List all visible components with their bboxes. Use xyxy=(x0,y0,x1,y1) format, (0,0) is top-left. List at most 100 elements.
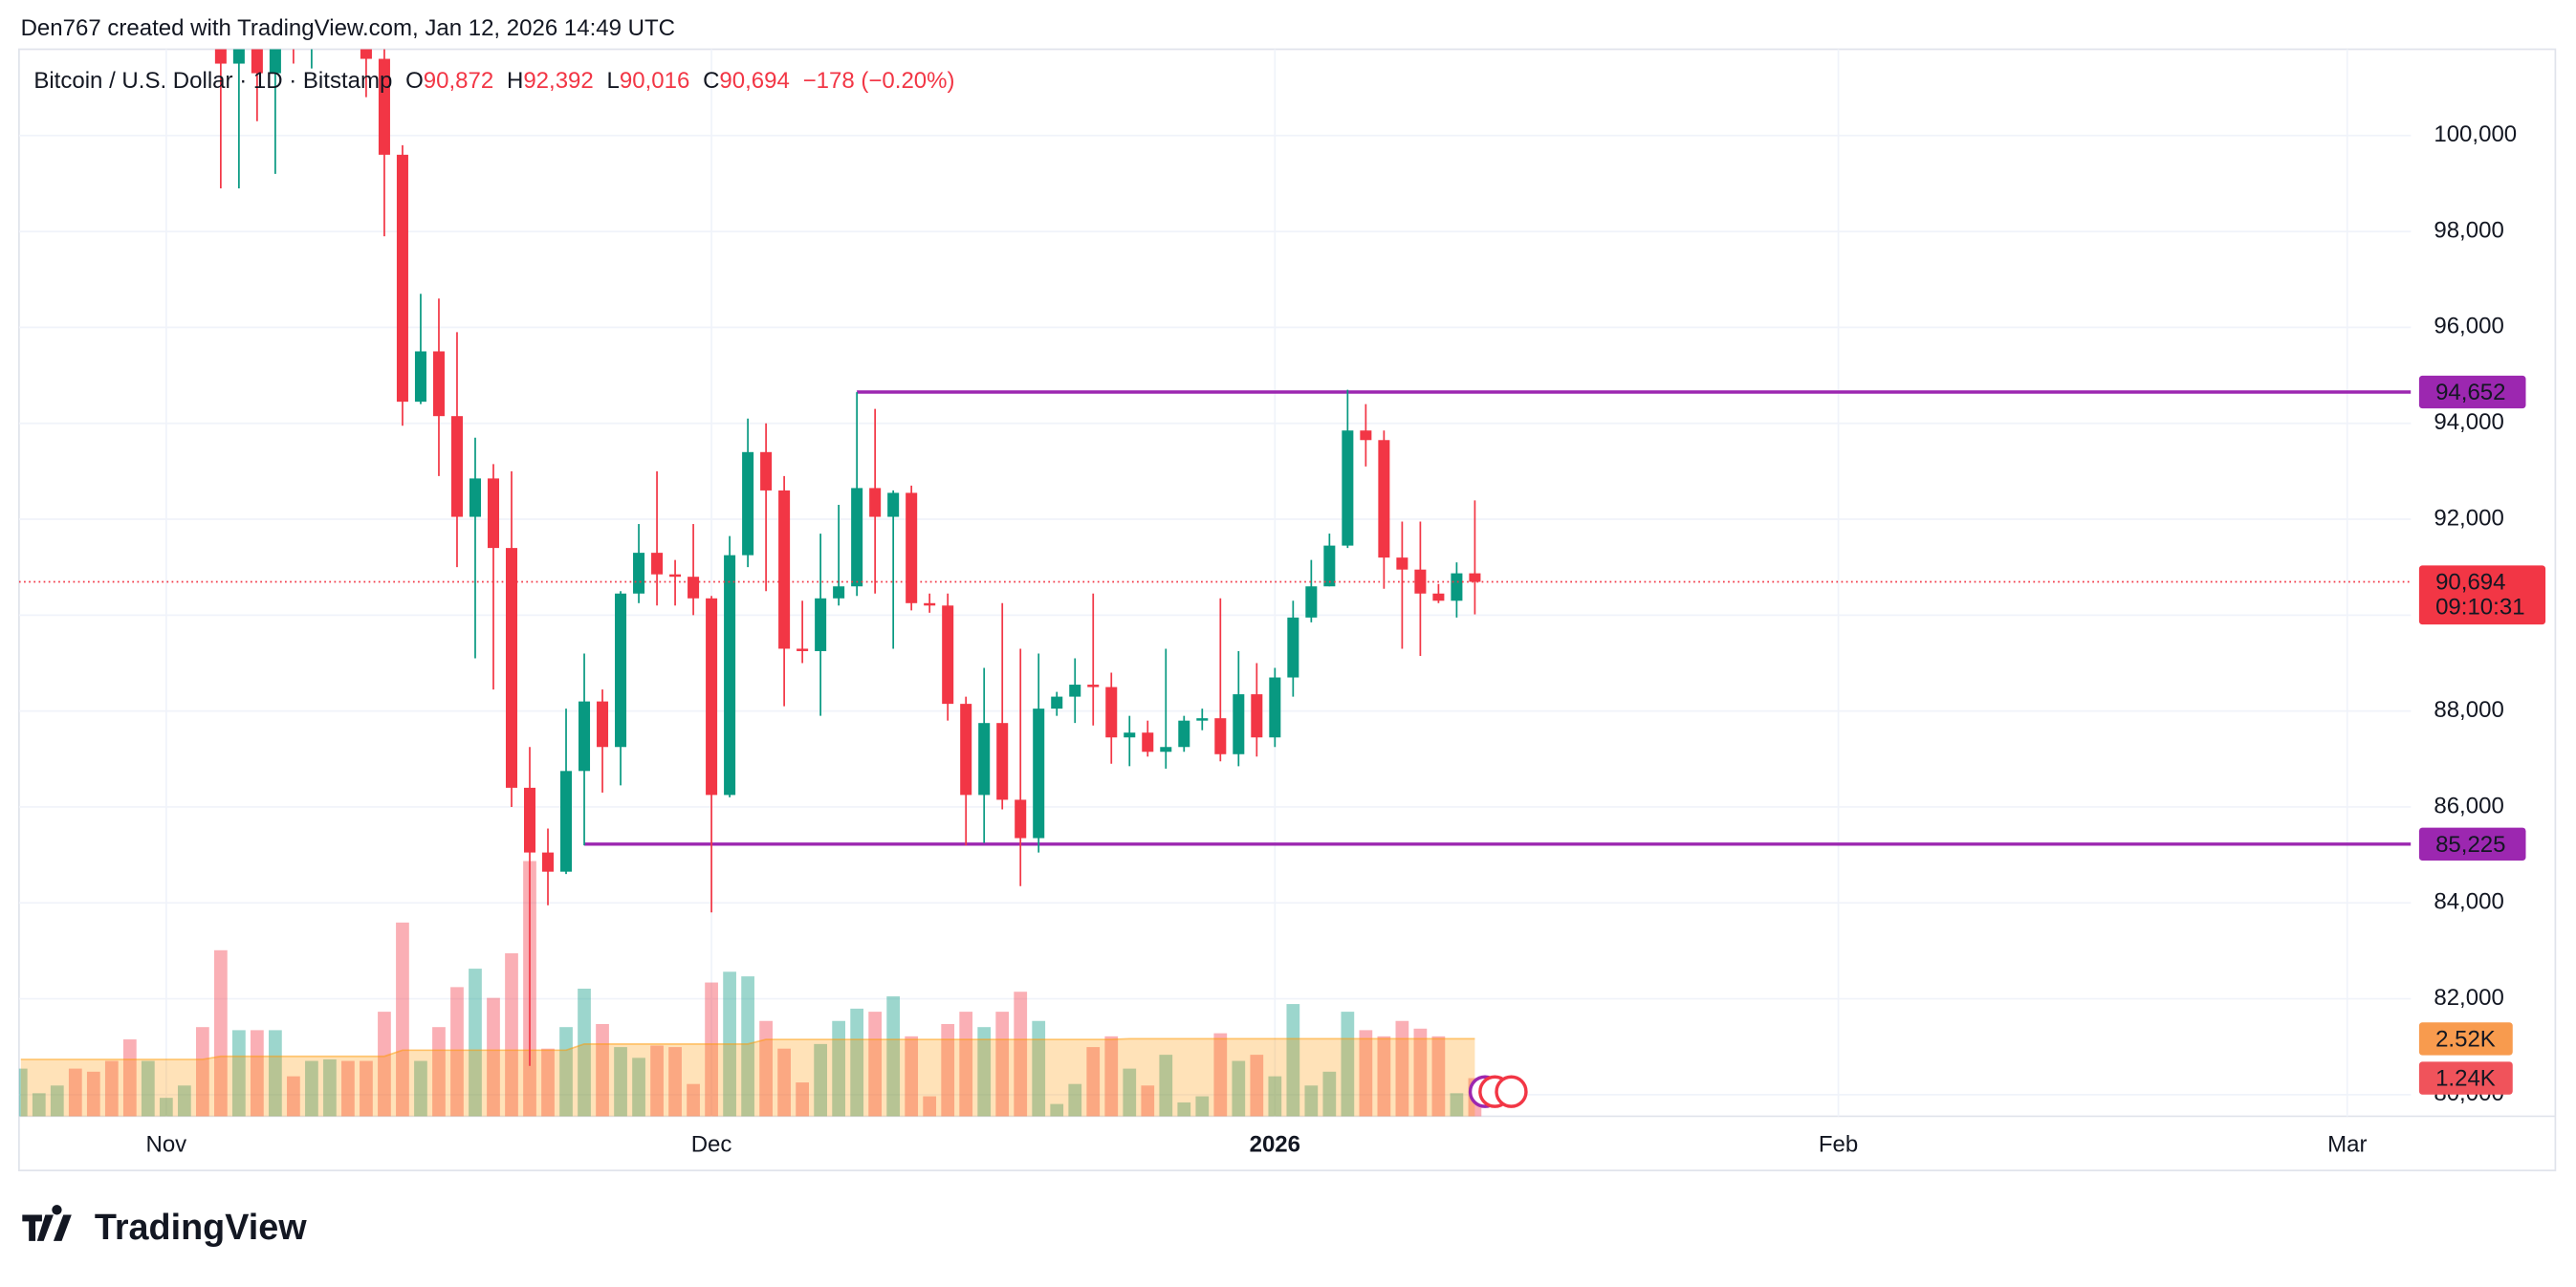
candle-body xyxy=(560,771,573,872)
candle-body xyxy=(797,648,809,651)
volume-bar xyxy=(923,1096,937,1117)
volume-bar xyxy=(1086,1047,1101,1117)
candle-body xyxy=(742,451,754,556)
volume-bar xyxy=(305,1060,318,1117)
x-tick-label: 2026 xyxy=(1250,1132,1300,1158)
candle-body xyxy=(851,488,863,587)
volume-bar xyxy=(1232,1060,1246,1117)
volume-bar xyxy=(341,1060,355,1117)
legend-key: O xyxy=(405,68,424,94)
volume-bar xyxy=(159,1098,173,1117)
attribution: Den767 created with TradingView.com, Jan… xyxy=(21,15,675,41)
logo-mark xyxy=(22,1205,72,1241)
candle-body xyxy=(1142,732,1154,753)
candle-body xyxy=(232,49,245,64)
candle-body xyxy=(1251,694,1263,738)
legend-symbol: Bitcoin / U.S. Dollar · 1D · Bitstamp xyxy=(33,68,392,94)
volume-ma-label-box xyxy=(2418,1022,2513,1056)
candle-body xyxy=(1432,593,1445,601)
candle-body xyxy=(214,49,227,64)
candle-body xyxy=(1105,687,1118,738)
candle-body xyxy=(450,416,463,517)
candle-body xyxy=(1124,732,1136,738)
y-tick-label: 82,000 xyxy=(2434,985,2503,1011)
candle-body xyxy=(1051,696,1063,709)
volume-bar xyxy=(104,1060,119,1117)
candle-body xyxy=(1342,430,1354,546)
level-label: 94,652 xyxy=(2435,380,2505,405)
volume-bar xyxy=(378,1012,391,1117)
candle-body xyxy=(778,490,791,649)
volume-bar xyxy=(941,1023,955,1117)
grid xyxy=(18,49,2412,1117)
volume-bar xyxy=(905,1036,919,1117)
last-price-box xyxy=(2418,565,2546,625)
volume-last-label: 1.24K xyxy=(2435,1066,2496,1092)
volume-bar xyxy=(1050,1103,1064,1117)
y-tick-label: 100,000 xyxy=(2434,121,2517,147)
volume-bar xyxy=(741,976,754,1117)
candle-body xyxy=(633,553,645,594)
candle-body xyxy=(869,488,882,517)
candle-body xyxy=(978,723,991,796)
volume-ma-line xyxy=(20,1037,1475,1060)
volume-bar xyxy=(86,1071,100,1117)
candle-body xyxy=(688,577,700,599)
volume-bar xyxy=(487,997,500,1117)
candle-body xyxy=(1214,718,1227,754)
candle-body xyxy=(414,351,426,403)
volume-bar xyxy=(1068,1083,1082,1117)
volume-bar xyxy=(1431,1036,1446,1117)
legend-value: 90,016 xyxy=(620,68,689,94)
candle-body xyxy=(887,492,900,517)
last-price-label: 90,694 xyxy=(2435,570,2505,596)
volume-bar xyxy=(1177,1102,1191,1117)
volume-bar xyxy=(1268,1076,1282,1117)
level-label: 85,225 xyxy=(2435,832,2505,858)
volume-bar xyxy=(977,1027,992,1117)
candle-body xyxy=(1360,430,1372,441)
volume-bar xyxy=(177,1085,191,1117)
candle-body xyxy=(432,351,445,417)
candle-body xyxy=(942,605,954,705)
frame xyxy=(18,48,2557,1171)
volume-bar xyxy=(796,1082,809,1117)
x-tick-label: Nov xyxy=(145,1132,186,1158)
volume-ma-area xyxy=(20,1038,1475,1117)
legend-key: H xyxy=(507,68,523,94)
candle-body xyxy=(1323,545,1336,587)
volume-bar xyxy=(886,996,901,1117)
volume-bar xyxy=(469,969,482,1117)
volume-bar xyxy=(287,1076,300,1117)
volume-bar xyxy=(1123,1068,1137,1117)
candle-body xyxy=(597,701,609,748)
y-tick-label: 86,000 xyxy=(2434,793,2503,818)
volume-bar xyxy=(995,1012,1010,1117)
volume-bar xyxy=(1213,1033,1228,1117)
volume-bar xyxy=(578,988,591,1117)
logo-text: TradingView xyxy=(95,1208,307,1248)
volume-bar xyxy=(777,1048,791,1117)
candle-body xyxy=(542,852,555,872)
y-tick-label: 94,000 xyxy=(2434,409,2503,435)
candle-body xyxy=(724,555,736,796)
x-tick-label: Dec xyxy=(691,1132,732,1158)
candle-body xyxy=(269,49,281,74)
volume-bar xyxy=(1304,1085,1319,1117)
volume-bar xyxy=(251,1030,264,1117)
candle-body xyxy=(523,787,536,853)
volume-bar xyxy=(269,1030,282,1117)
y-tick-label: 84,000 xyxy=(2434,889,2503,915)
volume-bar xyxy=(323,1058,337,1117)
legend-key: C xyxy=(703,68,719,94)
candle-body xyxy=(396,154,408,403)
candle-body xyxy=(378,58,390,155)
candle-body xyxy=(924,602,936,606)
volume-bar xyxy=(614,1047,627,1117)
candle-body xyxy=(1414,569,1427,594)
volume-bar xyxy=(668,1047,682,1117)
candle-body xyxy=(1287,617,1299,678)
volume-bar xyxy=(1322,1071,1337,1117)
